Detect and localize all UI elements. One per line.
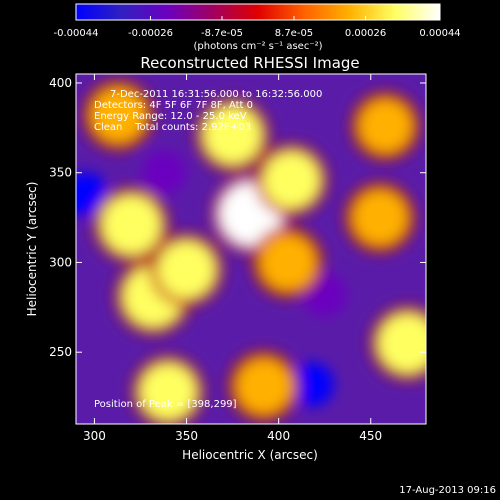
colorbar-tick-label: 0.00026	[345, 28, 386, 39]
x-tick-label: 300	[83, 429, 106, 443]
colorbar-tick-label: -8.7e-05	[201, 28, 243, 39]
peak-position-label: Position of Peak = [398,299]	[94, 399, 237, 410]
heatmap-image	[76, 74, 426, 424]
axis-ticks: 300 350 400 450 250 300 350 400	[49, 74, 426, 443]
heatmap-cold-spot	[142, 150, 187, 195]
colorbar-tick-label: 8.7e-05	[275, 28, 313, 39]
x-tick-label: 400	[267, 429, 290, 443]
y-tick-label: 400	[49, 76, 72, 90]
heatmap-hot-spot	[157, 240, 216, 299]
x-tick-label: 350	[175, 429, 198, 443]
heatmap-hot-spot	[262, 151, 321, 209]
colorbar-tick-label: -0.00026	[128, 28, 173, 39]
colorbar-ticks: -0.00044 -0.00026 -8.7e-05 8.7e-05 0.00026 0.…	[54, 16, 461, 39]
heatmap-hot-spot	[259, 234, 317, 291]
x-tick-label: 450	[359, 429, 382, 443]
colorbar	[75, 3, 441, 21]
heatmap-hot-spot	[235, 358, 293, 415]
chart-title: Reconstructed RHESSI Image	[140, 54, 359, 72]
colorbar-tick-label: 0.00044	[419, 28, 460, 39]
heatmap-hot-spot	[90, 87, 147, 144]
y-tick-label: 300	[49, 255, 72, 269]
x-axis-label: Heliocentric X (arcsec)	[182, 448, 318, 462]
heatmap-hot-spot	[203, 105, 263, 165]
annotation-detectors: Detectors: 4F 5F 6F 7F 8F, Att 0	[94, 100, 253, 111]
y-axis-label: Heliocentric Y (arcsec)	[25, 182, 39, 317]
colorbar-unit-label: (photons cm⁻² s⁻¹ asec⁻²)	[193, 41, 322, 52]
heatmap-hot-spot	[101, 194, 162, 255]
y-tick-label: 250	[49, 345, 72, 359]
heatmap-hot-spot	[352, 189, 408, 246]
heatmap-hot-spot	[377, 313, 426, 374]
annotation-energy-range: Energy Range: 12.0 - 25.0 keV	[94, 111, 247, 122]
colorbar-tick-label: -0.00044	[54, 28, 99, 39]
plot-frame	[75, 73, 427, 425]
footer-timestamp: 17-Aug-2013 09:16	[399, 485, 496, 496]
heatmap-hot-spot	[358, 98, 413, 154]
heatmap-hot-spot	[139, 362, 197, 421]
annotation-clean-counts: Clean Total counts: 2.92E+03	[94, 122, 251, 133]
heatmap-cold-spot	[289, 362, 334, 407]
annotation-time-range: 7-Dec-2011 16:31:56.000 to 16:32:56.000	[110, 89, 322, 100]
y-tick-label: 350	[49, 166, 72, 180]
